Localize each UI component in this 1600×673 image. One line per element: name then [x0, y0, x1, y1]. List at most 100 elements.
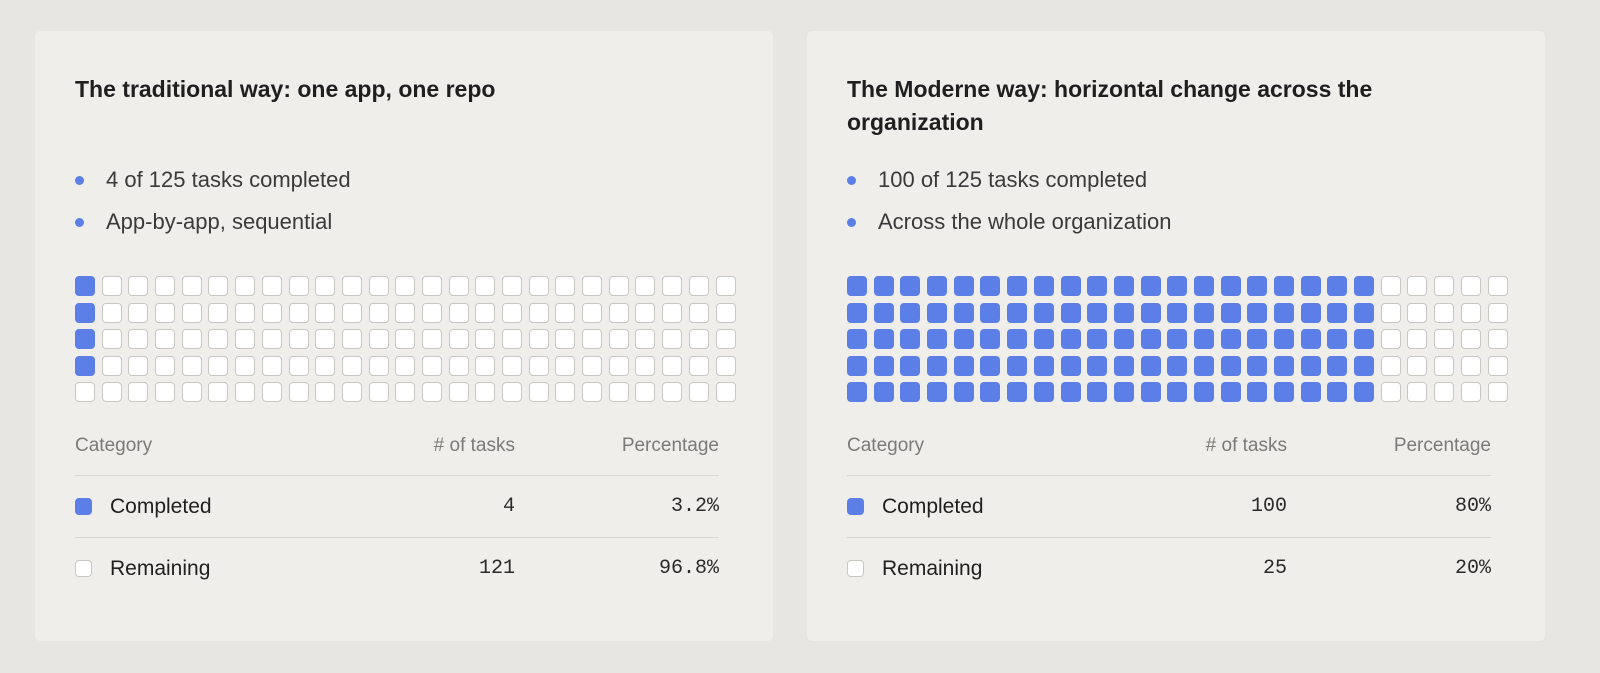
- category-label: Completed: [110, 494, 212, 518]
- category-label: Remaining: [110, 556, 211, 580]
- waffle-cell-completed: [953, 276, 974, 296]
- waffle-cell-completed: [847, 302, 867, 323]
- remaining-swatch-icon: [75, 560, 92, 577]
- waffle-cell-remaining: [101, 382, 122, 402]
- waffle-cell-remaining: [1407, 329, 1428, 349]
- waffle-cell-completed: [927, 302, 948, 323]
- task-table: Category # of tasks Percentage Completed…: [847, 427, 1491, 599]
- waffle-cell-remaining: [555, 302, 576, 323]
- waffle-cell-completed: [1087, 382, 1108, 402]
- waffle-cell-completed: [927, 355, 948, 376]
- waffle-cell-remaining: [662, 302, 683, 323]
- waffle-cell-remaining: [475, 276, 496, 296]
- waffle-cell-completed: [1354, 382, 1375, 402]
- waffle-cell-remaining: [341, 302, 362, 323]
- waffle-cell-remaining: [582, 382, 603, 402]
- waffle-cell-completed: [1167, 355, 1188, 376]
- waffle-cell-remaining: [528, 355, 549, 376]
- waffle-cell-completed: [1220, 355, 1241, 376]
- waffle-cell-completed: [1140, 302, 1161, 323]
- waffle-cell-remaining: [395, 302, 416, 323]
- waffle-cell-remaining: [555, 355, 576, 376]
- table-row: Completed 4 3.2%: [75, 476, 719, 538]
- waffle-cell-remaining: [101, 355, 122, 376]
- waffle-cell-remaining: [475, 355, 496, 376]
- waffle-cell-completed: [1220, 329, 1241, 349]
- waffle-cell-remaining: [688, 329, 709, 349]
- category-label: Completed: [882, 494, 984, 518]
- waffle-cell-completed: [75, 329, 95, 349]
- waffle-cell-remaining: [715, 329, 736, 349]
- waffle-cell-remaining: [368, 276, 389, 296]
- header-percentage: Percentage: [1393, 435, 1491, 456]
- waffle-chart: [847, 276, 1508, 402]
- waffle-cell-completed: [1140, 355, 1161, 376]
- bullet-item: App-by-app, sequential: [75, 201, 733, 243]
- waffle-cell-remaining: [475, 382, 496, 402]
- waffle-cell-completed: [1300, 355, 1321, 376]
- row-category: Completed: [847, 476, 984, 537]
- header-tasks: # of tasks: [1205, 435, 1287, 456]
- waffle-cell-remaining: [261, 329, 282, 349]
- waffle-cell-remaining: [582, 329, 603, 349]
- waffle-cell-completed: [1274, 355, 1294, 376]
- waffle-cell-completed: [847, 276, 867, 296]
- waffle-cell-remaining: [502, 329, 522, 349]
- waffle-cell-completed: [873, 382, 894, 402]
- waffle-cell-completed: [980, 382, 1001, 402]
- waffle-cell-remaining: [555, 276, 576, 296]
- waffle-cell-remaining: [502, 276, 522, 296]
- waffle-cell-remaining: [261, 382, 282, 402]
- waffle-cell-remaining: [635, 382, 656, 402]
- waffle-cell-completed: [1327, 382, 1348, 402]
- waffle-cell-remaining: [1487, 276, 1508, 296]
- waffle-cell-remaining: [315, 382, 336, 402]
- card-title: The Moderne way: horizontal change acros…: [847, 76, 1373, 135]
- waffle-cell-remaining: [608, 382, 629, 402]
- bullet-item: 4 of 125 tasks completed: [75, 159, 733, 201]
- waffle-cell-remaining: [395, 276, 416, 296]
- waffle-cell-remaining: [421, 355, 442, 376]
- waffle-cell-remaining: [288, 382, 309, 402]
- waffle-cell-remaining: [715, 302, 736, 323]
- row-tasks: 100: [1250, 495, 1287, 518]
- waffle-cell-remaining: [502, 382, 522, 402]
- row-category: Completed: [75, 476, 212, 537]
- waffle-cell-completed: [1327, 355, 1348, 376]
- bullet-dot-icon: [847, 218, 856, 227]
- waffle-cell-completed: [900, 276, 921, 296]
- waffle-cell-remaining: [181, 329, 202, 349]
- bullet-list: 4 of 125 tasks completed App-by-app, seq…: [75, 159, 733, 243]
- waffle-cell-remaining: [341, 276, 362, 296]
- waffle-cell-completed: [927, 276, 948, 296]
- waffle-cell-completed: [1167, 276, 1188, 296]
- waffle-cell-remaining: [1487, 382, 1508, 402]
- waffle-cell-remaining: [1380, 382, 1401, 402]
- waffle-cell-remaining: [75, 382, 95, 402]
- waffle-cell-completed: [1354, 276, 1375, 296]
- waffle-cell-completed: [1060, 382, 1081, 402]
- row-percentage: 80%: [1454, 495, 1491, 518]
- waffle-cell-remaining: [1380, 329, 1401, 349]
- waffle-cell-completed: [1060, 276, 1081, 296]
- waffle-cell-remaining: [128, 329, 149, 349]
- waffle-cell-completed: [1354, 329, 1375, 349]
- comparison-card-moderne: The Moderne way: horizontal change acros…: [807, 31, 1545, 641]
- waffle-cell-remaining: [1380, 302, 1401, 323]
- waffle-cell-completed: [847, 382, 867, 402]
- bullet-text: Across the whole organization: [878, 209, 1172, 234]
- waffle-cell-completed: [1033, 329, 1054, 349]
- bullet-text: 4 of 125 tasks completed: [106, 167, 351, 192]
- waffle-cell-remaining: [155, 276, 176, 296]
- waffle-cell-completed: [1007, 329, 1028, 349]
- remaining-swatch-icon: [847, 560, 864, 577]
- waffle-cell-remaining: [688, 302, 709, 323]
- task-table: Category # of tasks Percentage Completed…: [75, 427, 719, 599]
- bullet-text: App-by-app, sequential: [106, 209, 333, 234]
- waffle-cell-completed: [1113, 329, 1134, 349]
- waffle-cell-remaining: [448, 302, 469, 323]
- waffle-cell-remaining: [475, 329, 496, 349]
- waffle-cell-completed: [1033, 276, 1054, 296]
- waffle-cell-remaining: [288, 355, 309, 376]
- waffle-cell-remaining: [155, 302, 176, 323]
